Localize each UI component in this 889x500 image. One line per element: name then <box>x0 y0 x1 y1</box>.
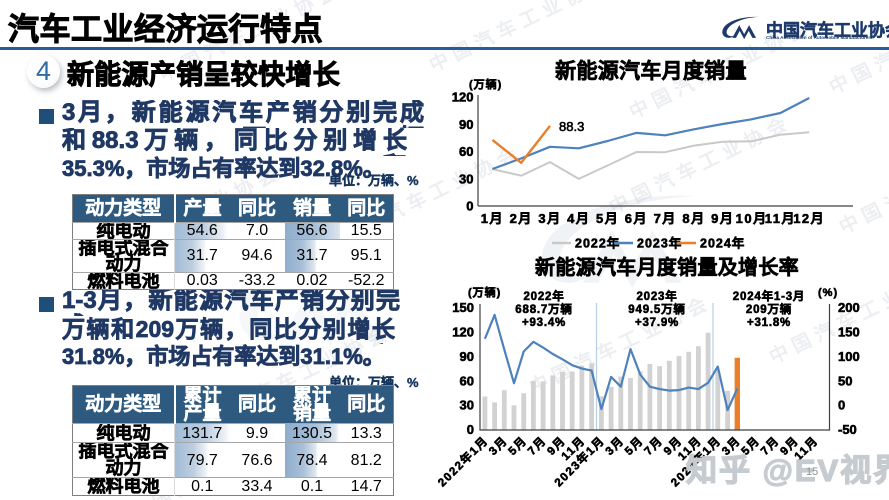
svg-text:9月: 9月 <box>711 211 734 226</box>
svg-text:30: 30 <box>459 171 473 186</box>
svg-text:5月: 5月 <box>506 434 530 458</box>
svg-text:688.7万辆: 688.7万辆 <box>515 302 572 316</box>
svg-text:4月: 4月 <box>567 211 590 226</box>
svg-text:(万辆): (万辆) <box>468 285 501 299</box>
svg-text:0: 0 <box>838 398 845 413</box>
svg-text:150: 150 <box>452 300 474 315</box>
svg-text:2024年: 2024年 <box>700 236 745 251</box>
svg-text:3月: 3月 <box>603 434 627 458</box>
svg-text:2023年: 2023年 <box>637 236 682 251</box>
svg-text:3月: 3月 <box>538 211 561 226</box>
svg-text:12月: 12月 <box>793 211 825 226</box>
svg-text:10月: 10月 <box>736 211 768 226</box>
svg-text:7月: 7月 <box>525 434 549 458</box>
svg-text:209万辆: 209万辆 <box>746 302 792 316</box>
svg-text:2022年: 2022年 <box>523 289 564 303</box>
svg-text:新能源汽车月度销量及增长率: 新能源汽车月度销量及增长率 <box>535 255 799 279</box>
svg-text:7月: 7月 <box>642 434 666 458</box>
svg-text:30: 30 <box>460 398 474 413</box>
svg-text:50: 50 <box>838 373 852 388</box>
svg-text:120: 120 <box>452 325 474 340</box>
svg-text:2024年1-3月: 2024年1-3月 <box>733 289 805 303</box>
svg-text:90: 90 <box>460 349 474 364</box>
svg-text:2月: 2月 <box>510 211 533 226</box>
svg-text:0: 0 <box>467 422 474 437</box>
svg-text:(%): (%) <box>818 287 838 299</box>
svg-text:0: 0 <box>466 199 473 214</box>
svg-text:1月: 1月 <box>481 211 504 226</box>
svg-text:5月: 5月 <box>596 211 619 226</box>
svg-text:+93.4%: +93.4% <box>522 317 566 329</box>
svg-text:新能源汽车月度销量: 新能源汽车月度销量 <box>555 59 747 83</box>
svg-text:200: 200 <box>838 300 860 315</box>
svg-text:949.5万辆: 949.5万辆 <box>628 302 685 316</box>
svg-text:+31.8%: +31.8% <box>747 317 791 329</box>
svg-text:150: 150 <box>838 325 860 340</box>
svg-text:60: 60 <box>459 144 473 159</box>
svg-text:90: 90 <box>459 117 473 132</box>
svg-text:8月: 8月 <box>682 211 705 226</box>
svg-text:2022年: 2022年 <box>575 236 620 251</box>
svg-text:+37.9%: +37.9% <box>635 317 679 329</box>
svg-text:88.3: 88.3 <box>559 119 584 134</box>
svg-text:3月: 3月 <box>486 434 510 458</box>
svg-text:60: 60 <box>460 373 474 388</box>
svg-text:7月: 7月 <box>654 211 677 226</box>
svg-text:6月: 6月 <box>625 211 648 226</box>
svg-text:11月: 11月 <box>765 211 796 226</box>
svg-text:(万辆): (万辆) <box>469 77 502 91</box>
svg-text:-50: -50 <box>838 422 857 437</box>
svg-text:2022年1月: 2022年1月 <box>435 433 491 489</box>
svg-text:2023年: 2023年 <box>636 289 677 303</box>
svg-text:120: 120 <box>452 90 474 105</box>
svg-text:5月: 5月 <box>622 434 646 458</box>
svg-text:100: 100 <box>838 349 860 364</box>
